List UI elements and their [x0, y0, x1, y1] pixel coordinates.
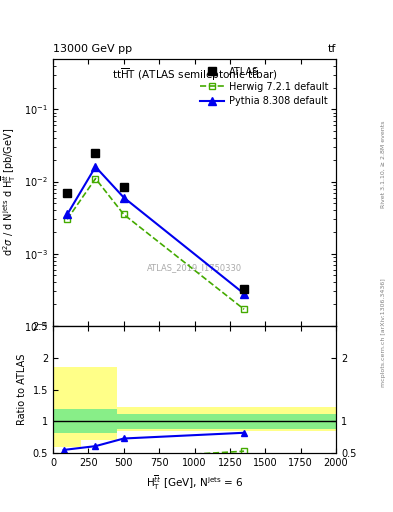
Text: Rivet 3.1.10, ≥ 2.8M events: Rivet 3.1.10, ≥ 2.8M events	[381, 120, 386, 207]
Pythia 8.308 default	[65, 211, 70, 218]
Herwig 7.2.1 default	[65, 216, 70, 222]
Text: tt$\overline{\rm H}$T (ATLAS semileptonic t$\bar{\rm t}$bar): tt$\overline{\rm H}$T (ATLAS semileptoni…	[112, 67, 277, 83]
Y-axis label: d$^2\sigma$ / d N$^{\rm jets}$ d H$_{\rm T}^{\overline{t}\!t}$ [pb/GeV]: d$^2\sigma$ / d N$^{\rm jets}$ d H$_{\rm…	[0, 129, 18, 257]
ATLAS	[65, 189, 70, 196]
X-axis label: H$_{\rm T}^{\overline{t}t}$ [GeV], N$^{\rm jets}$ = 6: H$_{\rm T}^{\overline{t}t}$ [GeV], N$^{\…	[145, 474, 244, 492]
Pythia 8.308 default	[242, 291, 246, 297]
ATLAS	[242, 286, 246, 292]
Line: Pythia 8.308 default: Pythia 8.308 default	[63, 163, 248, 297]
Herwig 7.2.1 default	[93, 176, 98, 182]
Pythia 8.308 default	[121, 195, 126, 201]
Herwig 7.2.1 default	[121, 211, 126, 218]
Text: tf: tf	[328, 44, 336, 54]
Line: Herwig 7.2.1 default: Herwig 7.2.1 default	[64, 175, 248, 313]
Text: ATLAS_2019_I1750330: ATLAS_2019_I1750330	[147, 263, 242, 272]
Pythia 8.308 default	[93, 164, 98, 170]
ATLAS	[93, 150, 98, 156]
ATLAS	[121, 184, 126, 190]
Text: 13000 GeV pp: 13000 GeV pp	[53, 44, 132, 54]
Line: ATLAS: ATLAS	[63, 149, 248, 293]
Y-axis label: Ratio to ATLAS: Ratio to ATLAS	[17, 354, 27, 425]
Herwig 7.2.1 default	[242, 306, 246, 312]
Legend: ATLAS, Herwig 7.2.1 default, Pythia 8.308 default: ATLAS, Herwig 7.2.1 default, Pythia 8.30…	[196, 63, 331, 109]
Text: mcplots.cern.ch [arXiv:1306.3436]: mcplots.cern.ch [arXiv:1306.3436]	[381, 279, 386, 387]
